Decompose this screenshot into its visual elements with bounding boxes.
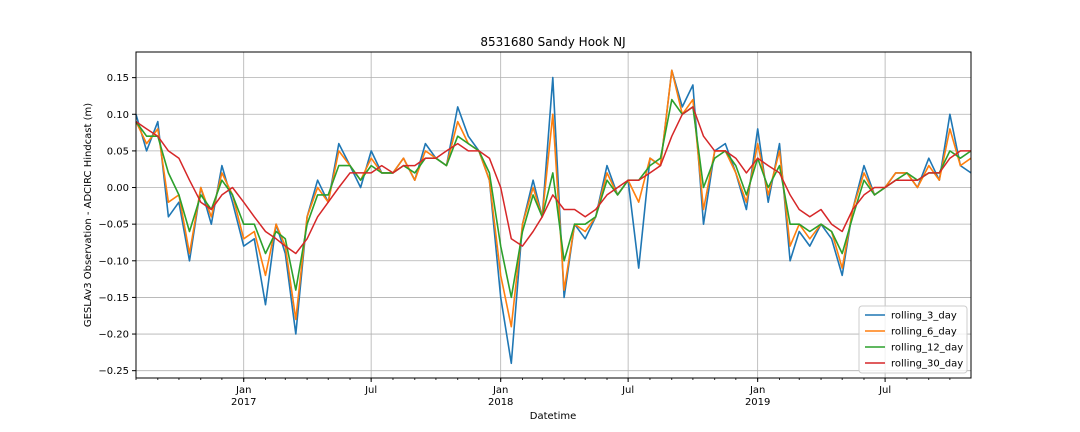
y-axis-ticks: −0.25 −0.20 −0.15 −0.10 −0.05 0.00 0.05 0.10 0.1… xyxy=(98,73,136,377)
x-tick-label: Jul xyxy=(364,385,377,396)
series-line-rolling-30-day xyxy=(135,106,971,255)
legend-label: rolling_30_day xyxy=(891,359,963,370)
legend-label: rolling_6_day xyxy=(891,327,957,338)
x-tick-label: Jan xyxy=(492,385,508,396)
x-tick-year-label: 2019 xyxy=(745,397,770,408)
x-tick-year-label: 2018 xyxy=(488,397,513,408)
y-tick-label: 0.15 xyxy=(107,73,129,84)
legend-box xyxy=(858,305,968,374)
legend-entries: rolling_3_day rolling_6_day rolling_12_day… xyxy=(865,311,963,370)
y-tick-label: −0.25 xyxy=(98,366,129,377)
legend-label: rolling_3_day xyxy=(891,311,957,322)
y-tick-label: −0.20 xyxy=(98,330,129,341)
y-tick-label: −0.15 xyxy=(98,293,129,304)
y-tick-label: −0.10 xyxy=(98,256,129,267)
series-lines xyxy=(135,69,972,365)
legend: rolling_3_day rolling_6_day rolling_12_day… xyxy=(858,305,968,374)
y-tick-label: 0.10 xyxy=(107,110,129,121)
x-tick-label: Jul xyxy=(878,385,891,396)
chart-title: 8531680 Sandy Hook NJ xyxy=(480,35,625,49)
legend-label: rolling_12_day xyxy=(891,343,963,354)
x-tick-label: Jul xyxy=(621,385,634,396)
x-tick-label: Jan xyxy=(235,385,251,396)
x-tick-label: Jan xyxy=(749,385,765,396)
series-line-rolling-12-day xyxy=(135,98,972,299)
x-tick-year-label: 2017 xyxy=(231,397,256,408)
y-tick-label: 0.05 xyxy=(107,146,129,157)
y-tick-label: 0.00 xyxy=(107,183,129,194)
y-tick-label: −0.05 xyxy=(98,220,129,231)
plot-area-frame xyxy=(135,51,972,379)
y-axis-label: GESLAv3 Observation - ADCIRC Hindcast (m… xyxy=(83,103,94,327)
x-axis-label: Datetime xyxy=(530,411,577,422)
